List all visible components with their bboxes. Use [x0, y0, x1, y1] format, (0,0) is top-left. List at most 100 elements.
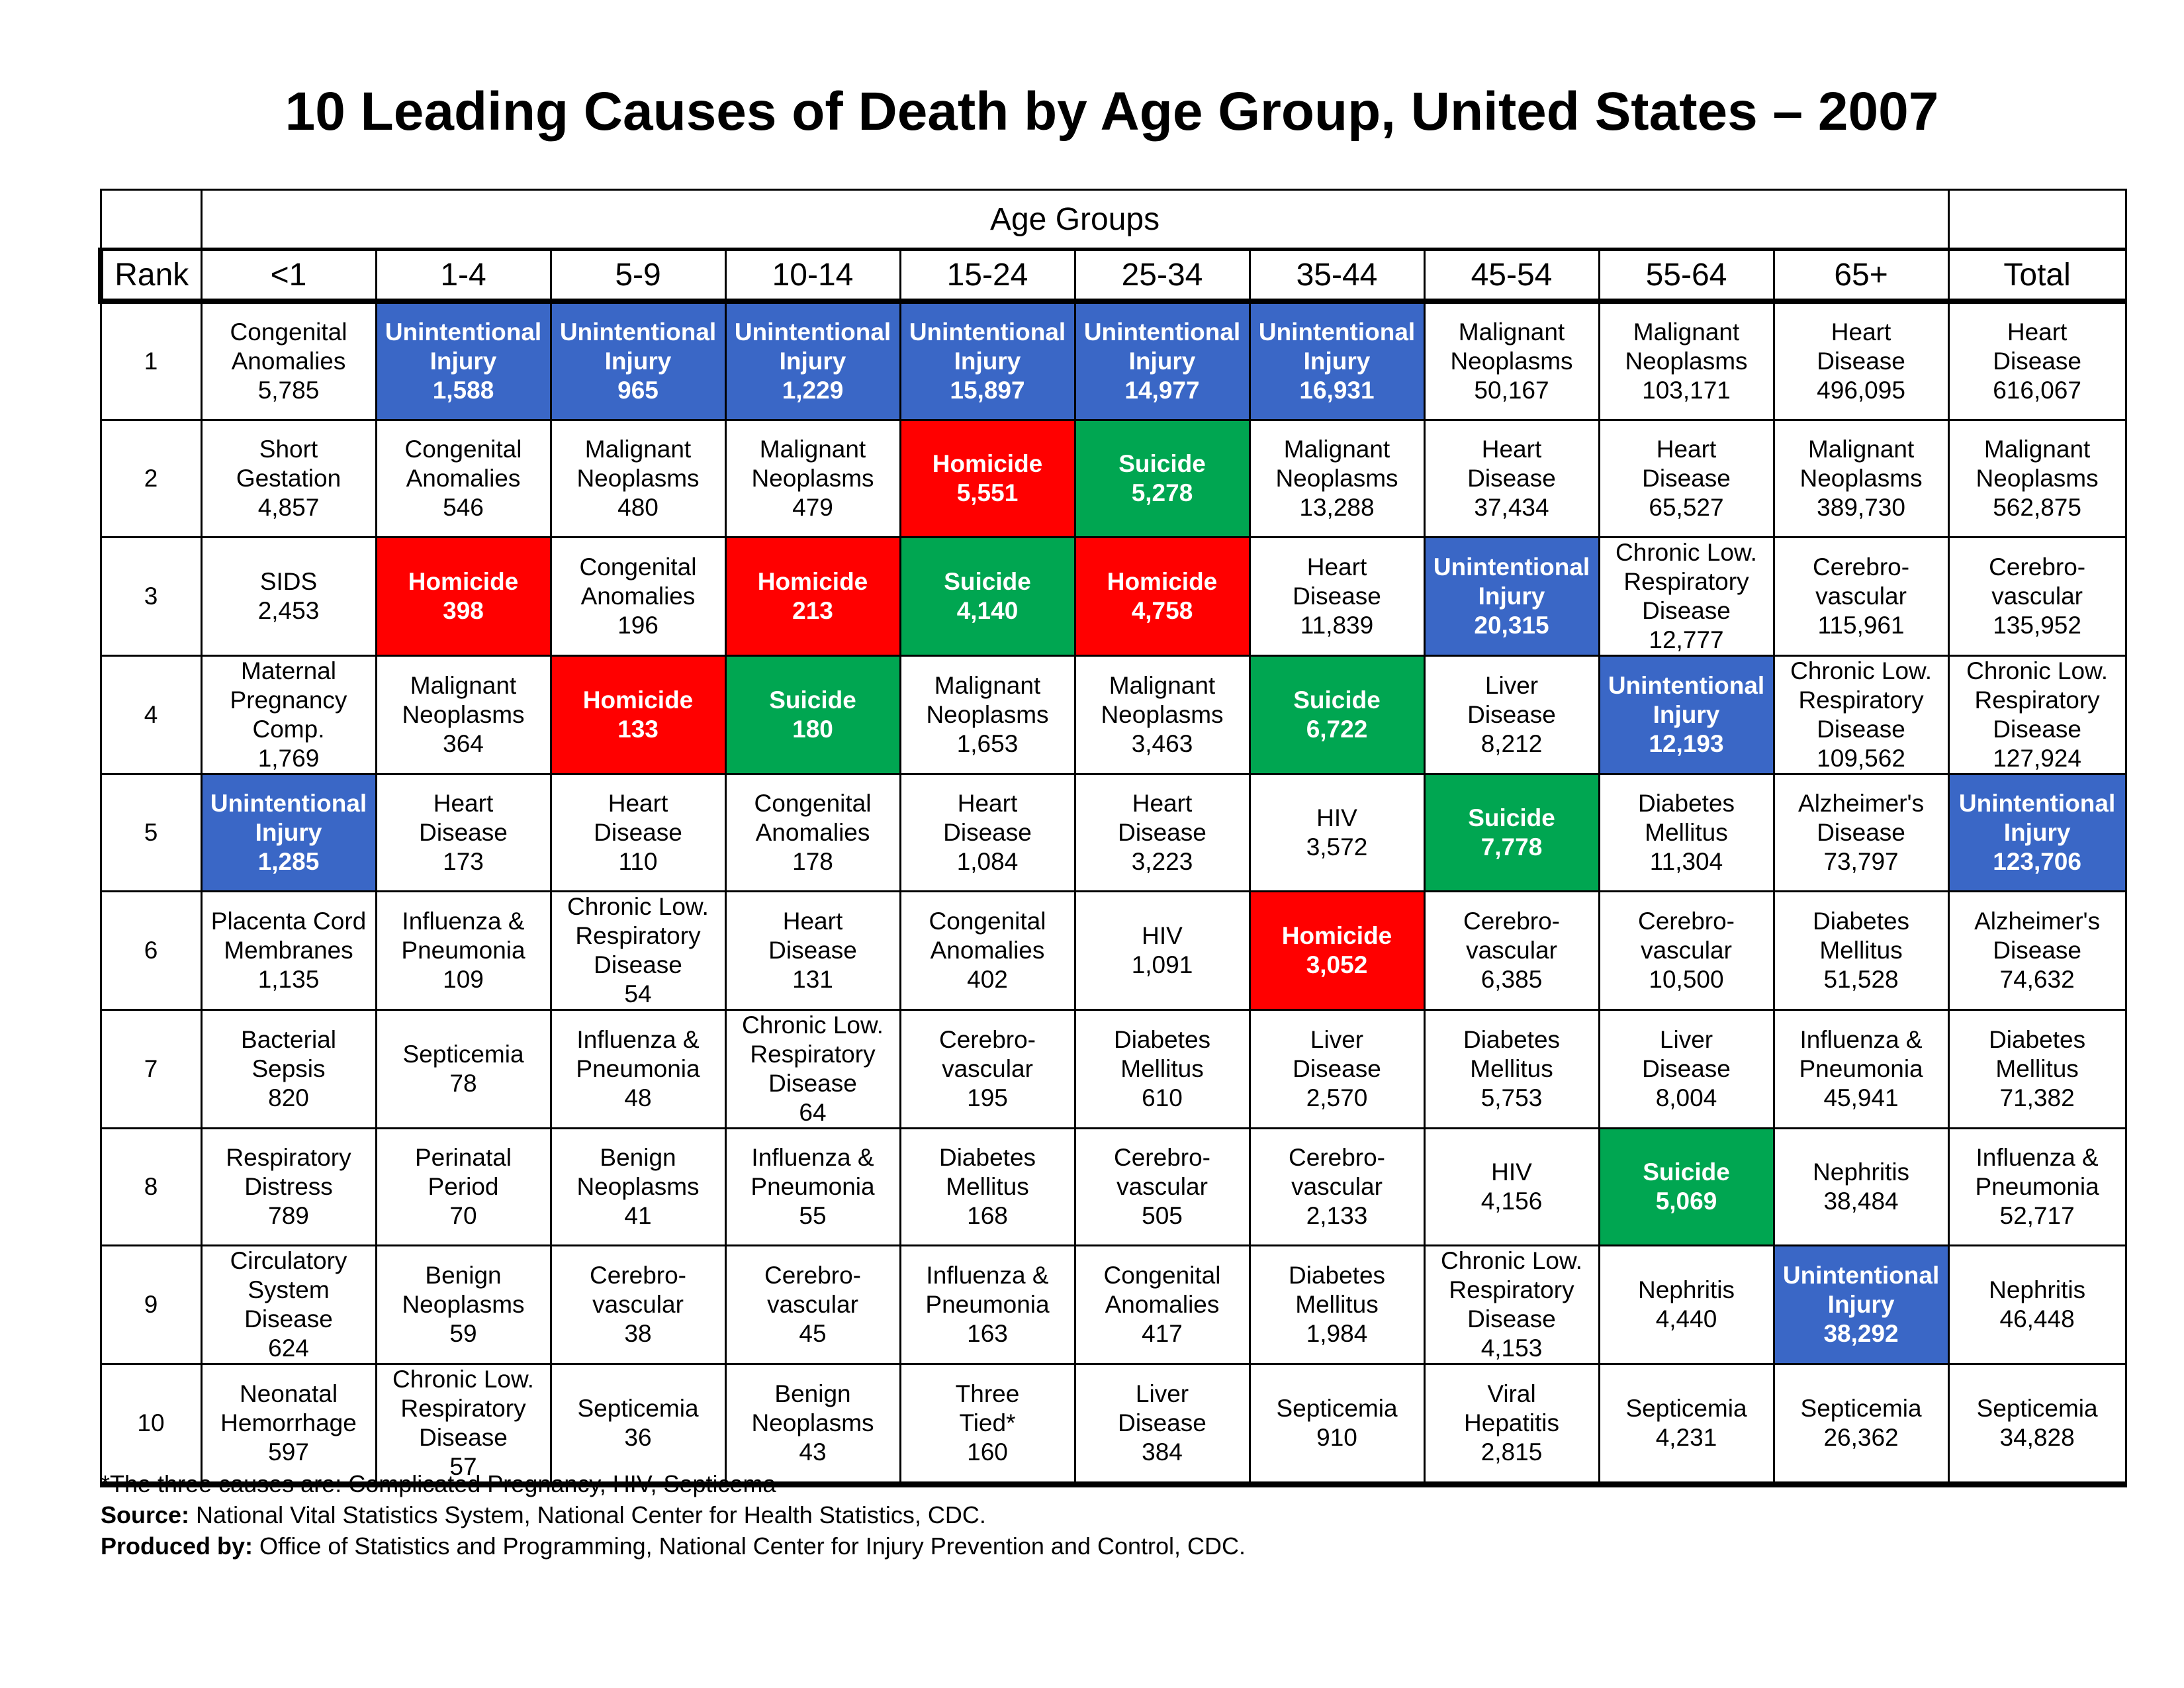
cause-cell: Congenital Anomalies 402	[899, 890, 1076, 1011]
cause-cell: Unintentional Injury 965	[549, 300, 727, 421]
rank-cell: 3	[99, 536, 203, 657]
table-row-rank-5: 5 Unintentional Injury 1,285 Heart Disease…	[99, 773, 2127, 892]
cause-cell: Three Tied* 160	[899, 1363, 1076, 1487]
cause-cell: Congenital Anomalies 546	[375, 419, 552, 538]
cause-cell: Liver Disease 8,212	[1423, 655, 1600, 775]
cause-cell: Malignant Neoplasms 103,171	[1598, 300, 1775, 421]
cause-cell: Unintentional Injury 1,285	[200, 773, 377, 892]
cause-cell: Heart Disease 173	[375, 773, 552, 892]
cause-cell: SIDS 2,453	[200, 536, 377, 657]
cause-cell: Influenza & Pneumonia 55	[724, 1127, 901, 1246]
cause-cell: Diabetes Mellitus 71,382	[1947, 1009, 2127, 1129]
cause-cell: Malignant Neoplasms 480	[549, 419, 727, 538]
age-groups-spanner-row: Age Groups	[99, 189, 2127, 250]
cause-cell: Malignant Neoplasms 389,730	[1772, 419, 1950, 538]
cause-cell: Unintentional Injury 1,588	[375, 300, 552, 421]
footnotes: *The three causes are: Complicated Pregn…	[101, 1468, 1246, 1562]
cause-cell: Diabetes Mellitus 1,984	[1248, 1244, 1426, 1365]
cause-cell: Suicide 6,722	[1248, 655, 1426, 775]
cause-cell: Nephritis 38,484	[1772, 1127, 1950, 1246]
table-row-rank-10: 10 Neonatal Hemorrhage 597 Chronic Low. Re…	[99, 1363, 2127, 1487]
cause-cell: Unintentional Injury 14,977	[1073, 300, 1251, 421]
rank-cell: 4	[99, 655, 203, 775]
cause-cell: Malignant Neoplasms 479	[724, 419, 901, 538]
table-row-rank-4: 4 Maternal Pregnancy Comp. 1,769 Malignant…	[99, 655, 2127, 775]
cause-cell: Malignant Neoplasms 562,875	[1947, 419, 2127, 538]
cause-cell: Heart Disease 3,223	[1073, 773, 1251, 892]
cause-cell: Diabetes Mellitus 168	[899, 1127, 1076, 1246]
cause-cell: Unintentional Injury 20,315	[1423, 536, 1600, 657]
cause-cell: Alzheimer's Disease 74,632	[1947, 890, 2127, 1011]
cause-cell: Heart Disease 496,095	[1772, 300, 1950, 421]
cause-cell: Suicide 5,278	[1073, 419, 1251, 538]
cause-cell: Cerebro- vascular 195	[899, 1009, 1076, 1129]
column-header-1-4: 1-4	[375, 248, 552, 304]
cause-cell: HIV 1,091	[1073, 890, 1251, 1011]
cause-cell: Maternal Pregnancy Comp. 1,769	[200, 655, 377, 775]
cause-cell: Unintentional Injury 12,193	[1598, 655, 1775, 775]
cause-cell: Chronic Low. Respiratory Disease 64	[724, 1009, 901, 1129]
footnote-asterisk: *The three causes are: Complicated Pregn…	[101, 1470, 776, 1497]
cause-cell: Nephritis 46,448	[1947, 1244, 2127, 1365]
table-row-rank-9: 9 Circulatory System Disease 624 Benign Ne…	[99, 1244, 2127, 1365]
cause-cell: Homicide 4,758	[1073, 536, 1251, 657]
cause-cell: Heart Disease 11,839	[1248, 536, 1426, 657]
rank-cell: 6	[99, 890, 203, 1011]
cause-cell: Diabetes Mellitus 51,528	[1772, 890, 1950, 1011]
cause-cell: Benign Neoplasms 43	[724, 1363, 901, 1487]
cause-cell: Nephritis 4,440	[1598, 1244, 1775, 1365]
column-header-<1: <1	[200, 248, 377, 304]
cause-cell: Liver Disease 384	[1073, 1363, 1251, 1487]
column-header-65+: 65+	[1772, 248, 1950, 304]
cause-cell: Suicide 4,140	[899, 536, 1076, 657]
cause-cell: HIV 3,572	[1248, 773, 1426, 892]
column-header-45-54: 45-54	[1423, 248, 1600, 304]
cause-cell: Placenta Cord Membranes 1,135	[200, 890, 377, 1011]
cause-cell: Chronic Low. Respiratory Disease 127,924	[1947, 655, 2127, 775]
cause-cell: Influenza & Pneumonia 45,941	[1772, 1009, 1950, 1129]
cause-cell: Influenza & Pneumonia 163	[899, 1244, 1076, 1365]
cause-cell: Malignant Neoplasms 364	[375, 655, 552, 775]
rank-cell: 8	[99, 1127, 203, 1246]
rank-cell: 5	[99, 773, 203, 892]
cause-cell: Cerebro- vascular 2,133	[1248, 1127, 1426, 1246]
cause-cell: Perinatal Period 70	[375, 1127, 552, 1246]
column-header-25-34: 25-34	[1073, 248, 1251, 304]
cause-cell: Congenital Anomalies 196	[549, 536, 727, 657]
cause-cell: HIV 4,156	[1423, 1127, 1600, 1246]
cause-cell: Chronic Low. Respiratory Disease 4,153	[1423, 1244, 1600, 1365]
cause-cell: Homicide 3,052	[1248, 890, 1426, 1011]
cause-cell: Respiratory Distress 789	[200, 1127, 377, 1246]
cause-cell: Diabetes Mellitus 610	[1073, 1009, 1251, 1129]
rank-cell: 1	[99, 300, 203, 421]
cause-cell: Diabetes Mellitus 11,304	[1598, 773, 1775, 892]
column-header-35-44: 35-44	[1248, 248, 1426, 304]
table-row-rank-8: 8 Respiratory Distress 789 Perinatal Perio…	[99, 1127, 2127, 1246]
cause-cell: Short Gestation 4,857	[200, 419, 377, 538]
cause-cell: Malignant Neoplasms 3,463	[1073, 655, 1251, 775]
cause-cell: Septicemia 26,362	[1772, 1363, 1950, 1487]
cause-cell: Liver Disease 2,570	[1248, 1009, 1426, 1129]
column-header-5-9: 5-9	[549, 248, 727, 304]
page-title: 10 Leading Causes of Death by Age Group,…	[285, 81, 1939, 142]
cause-cell: Septicemia 78	[375, 1009, 552, 1129]
cause-cell: Unintentional Injury 16,931	[1248, 300, 1426, 421]
column-header-15-24: 15-24	[899, 248, 1076, 304]
cause-cell: Cerebro- vascular 10,500	[1598, 890, 1775, 1011]
cause-cell: Alzheimer's Disease 73,797	[1772, 773, 1950, 892]
age-groups-spanner: Age Groups	[200, 189, 1950, 250]
cause-cell: Septicemia 36	[549, 1363, 727, 1487]
cause-cell: Chronic Low. Respiratory Disease 57	[375, 1363, 552, 1487]
spacer-over-rank	[99, 189, 203, 250]
cause-cell: Homicide 5,551	[899, 419, 1076, 538]
cause-cell: Septicemia 34,828	[1947, 1363, 2127, 1487]
cause-cell: Malignant Neoplasms 50,167	[1423, 300, 1600, 421]
cause-cell: Cerebro- vascular 505	[1073, 1127, 1251, 1246]
leading-causes-table: Age Groups Rank <1 1-4 5-9 10-14 15-24 25-34 35…	[98, 189, 2127, 1487]
cause-cell: Homicide 398	[375, 536, 552, 657]
table-row-rank-6: 6 Placenta Cord Membranes 1,135 Influenza …	[99, 890, 2127, 1011]
cause-cell: Influenza & Pneumonia 52,717	[1947, 1127, 2127, 1246]
cause-cell: Diabetes Mellitus 5,753	[1423, 1009, 1600, 1129]
cause-cell: Benign Neoplasms 59	[375, 1244, 552, 1365]
table-row-rank-1: 1 Congenital Anomalies 5,785 Unintentional…	[99, 300, 2127, 421]
